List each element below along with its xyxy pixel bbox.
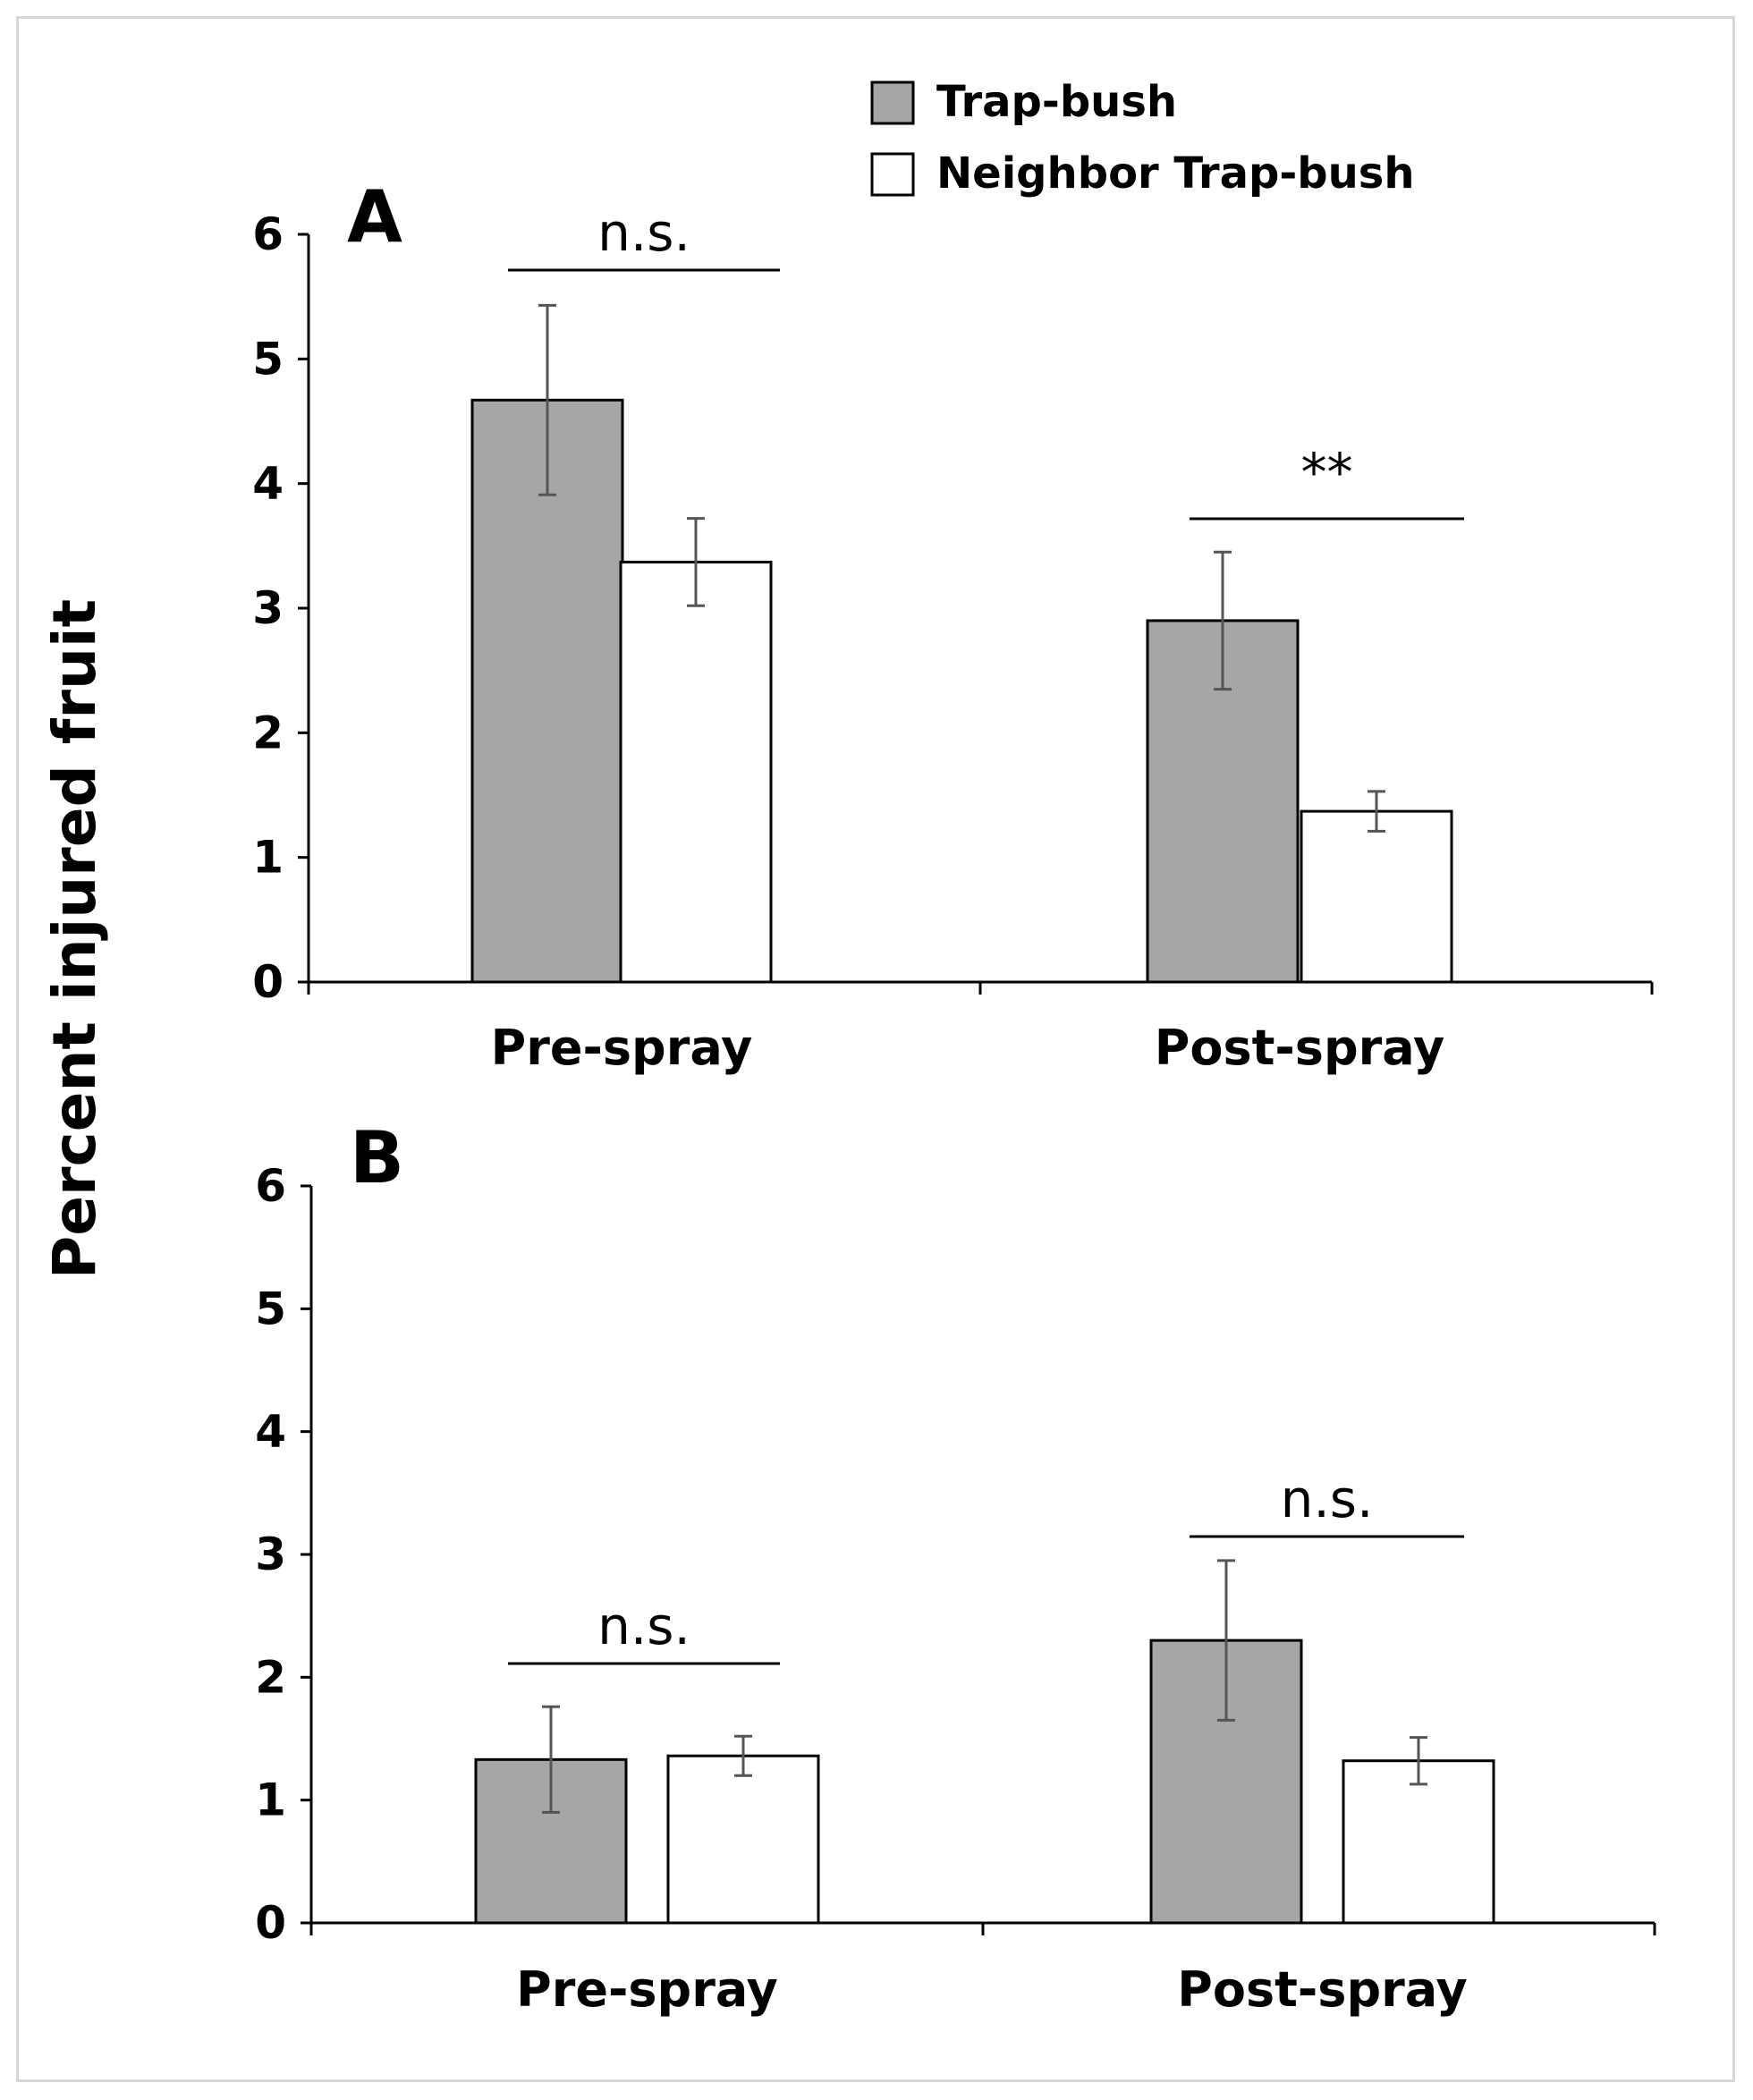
x-category-label: Post-spray: [1155, 1020, 1444, 1076]
y-tick-label: 5: [255, 1283, 286, 1334]
legend: Trap-bush Neighbor Trap-bush: [870, 77, 1415, 199]
y-tick-label: 0: [255, 1897, 286, 1949]
y-tick-label: 5: [252, 333, 284, 385]
y-tick-label: 4: [252, 458, 284, 510]
y-tick-label: 0: [252, 956, 284, 1008]
y-tick-label: 6: [255, 1160, 286, 1212]
legend-label: Trap-bush: [936, 77, 1177, 127]
y-tick-label: 4: [255, 1406, 286, 1458]
panel-label: B: [350, 1116, 404, 1199]
bar-neighbor-trap-bush: [666, 1754, 820, 1925]
y-axis-title: Percent injured fruit: [40, 599, 109, 1279]
y-tick-label: 2: [252, 707, 284, 758]
bar-trap-bush: [470, 398, 624, 984]
x-category-label: Post-spray: [1177, 1961, 1467, 2018]
y-tick-label: 2: [255, 1651, 286, 1703]
panel-label: A: [347, 175, 402, 258]
significance-label: n.s.: [597, 202, 690, 263]
figure-frame: [16, 16, 1735, 2082]
y-axis-label-group: Percent injured fruit: [40, 599, 109, 1279]
y-tick-label: 6: [252, 208, 284, 260]
panel-b: B 0 1 2 3 4 5 6 Pre-spray n.s. Post-spray n.s.: [255, 1116, 1656, 2018]
bar-neighbor-trap-bush: [1342, 1759, 1495, 1925]
legend-swatch: [870, 80, 915, 125]
x-category-label: Pre-spray: [516, 1961, 778, 2018]
x-category-label: Pre-spray: [491, 1020, 753, 1076]
bar-neighbor-trap-bush: [619, 560, 773, 984]
significance-label: n.s.: [1281, 1469, 1374, 1529]
significance-label: n.s.: [597, 1596, 690, 1656]
panel-a: A 0 1 2 3 4 5 6 Pre-spray n.s. Post-spray **: [252, 175, 1654, 1076]
y-tick-label: 3: [255, 1528, 286, 1580]
legend-swatch: [870, 152, 915, 197]
panels: A 0 1 2 3 4 5 6 Pre-spray n.s. Post-spray ** B 0 1 2 3 4 5…: [252, 175, 1656, 2018]
significance-label: **: [1301, 442, 1353, 503]
y-tick-label: 1: [255, 1774, 286, 1826]
bar-neighbor-trap-bush: [1300, 809, 1453, 984]
y-tick-label: 3: [252, 582, 284, 634]
legend-label: Neighbor Trap-bush: [936, 148, 1415, 199]
y-tick-label: 1: [252, 832, 284, 884]
